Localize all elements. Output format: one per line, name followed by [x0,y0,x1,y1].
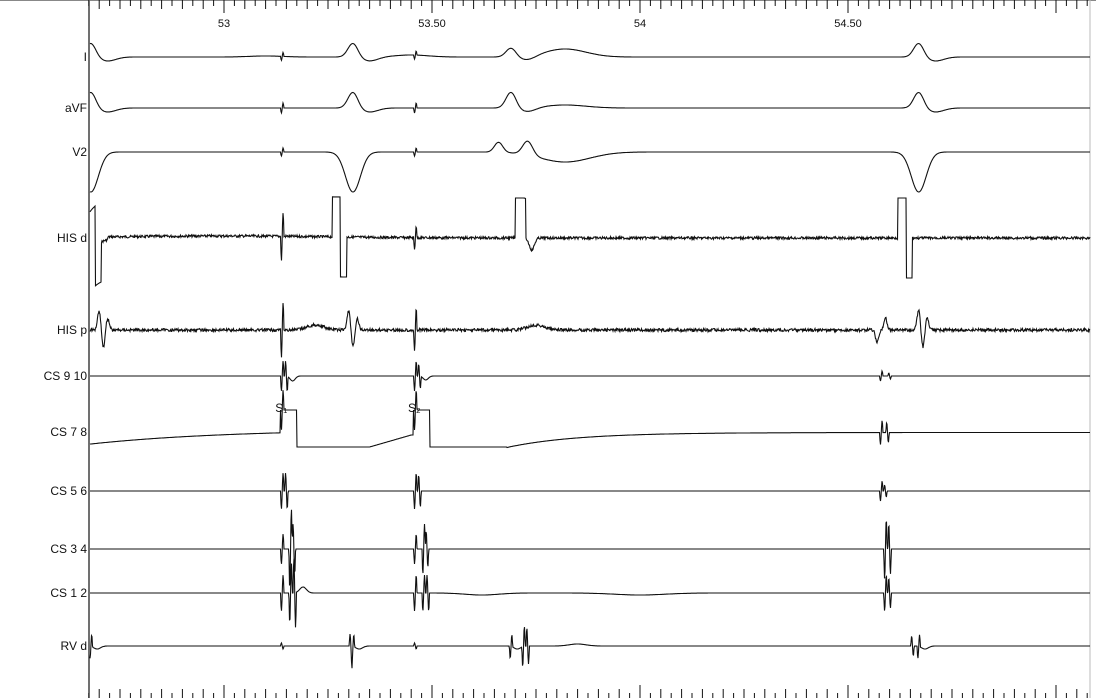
trace-his-p [89,303,1091,358]
channel-label-cs-3-4: CS 3 4 [50,542,87,556]
stimulus-label: S₁ [275,401,287,415]
trace-cs-5-6 [90,473,1090,510]
trace-i [89,42,1090,63]
channel-label-cs-9-10: CS 9 10 [44,369,88,383]
x-tick-label: 53.50 [418,18,446,30]
x-tick-label: 53 [218,18,230,30]
trace-cs-3-4 [90,509,1090,586]
channel-label-his-d: HIS d [57,231,87,245]
stimulus-label: S₂ [408,401,421,415]
channel-label-cs-1-2: CS 1 2 [50,586,87,600]
channel-label-his-p: HIS p [57,323,87,337]
x-tick-label: 54 [634,18,646,30]
channel-label-rv-d: RV d [61,639,87,653]
channel-label-avf: aVF [65,101,87,115]
channel-label-cs-5-6: CS 5 6 [50,484,87,498]
x-tick-label: 54.50 [834,18,862,30]
trace-avf [89,91,1090,115]
trace-cs-1-2 [90,558,1090,628]
trace-cs-9-10 [90,361,1090,392]
trace-v2 [89,140,1090,193]
channel-label-v2: V2 [72,145,87,159]
channel-label-i: I [84,50,87,64]
trace-his-d [89,196,1091,287]
channel-label-cs-7-8: CS 7 8 [50,425,87,439]
trace-rv-d [89,627,1090,669]
trace-cs-7-8 [89,390,1090,449]
